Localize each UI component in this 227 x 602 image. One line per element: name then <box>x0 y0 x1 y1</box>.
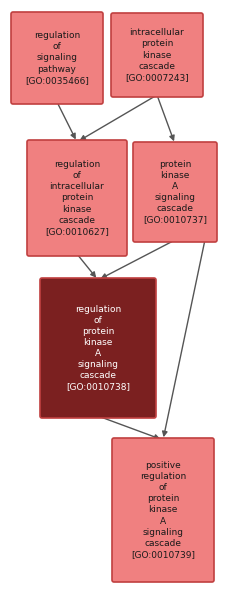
FancyBboxPatch shape <box>132 142 216 242</box>
Text: regulation
of
intracellular
protein
kinase
cascade
[GO:0010627]: regulation of intracellular protein kina… <box>45 160 109 236</box>
Text: positive
regulation
of
protein
kinase
A
signaling
cascade
[GO:0010739]: positive regulation of protein kinase A … <box>131 461 194 559</box>
FancyBboxPatch shape <box>111 438 213 582</box>
FancyBboxPatch shape <box>27 140 126 256</box>
Text: regulation
of
protein
kinase
A
signaling
cascade
[GO:0010738]: regulation of protein kinase A signaling… <box>66 305 129 391</box>
Text: regulation
of
signaling
pathway
[GO:0035466]: regulation of signaling pathway [GO:0035… <box>25 31 89 85</box>
FancyBboxPatch shape <box>111 13 202 97</box>
Text: protein
kinase
A
signaling
cascade
[GO:0010737]: protein kinase A signaling cascade [GO:0… <box>142 160 206 225</box>
Text: intracellular
protein
kinase
cascade
[GO:0007243]: intracellular protein kinase cascade [GO… <box>125 28 188 82</box>
FancyBboxPatch shape <box>40 278 155 418</box>
FancyBboxPatch shape <box>11 12 103 104</box>
